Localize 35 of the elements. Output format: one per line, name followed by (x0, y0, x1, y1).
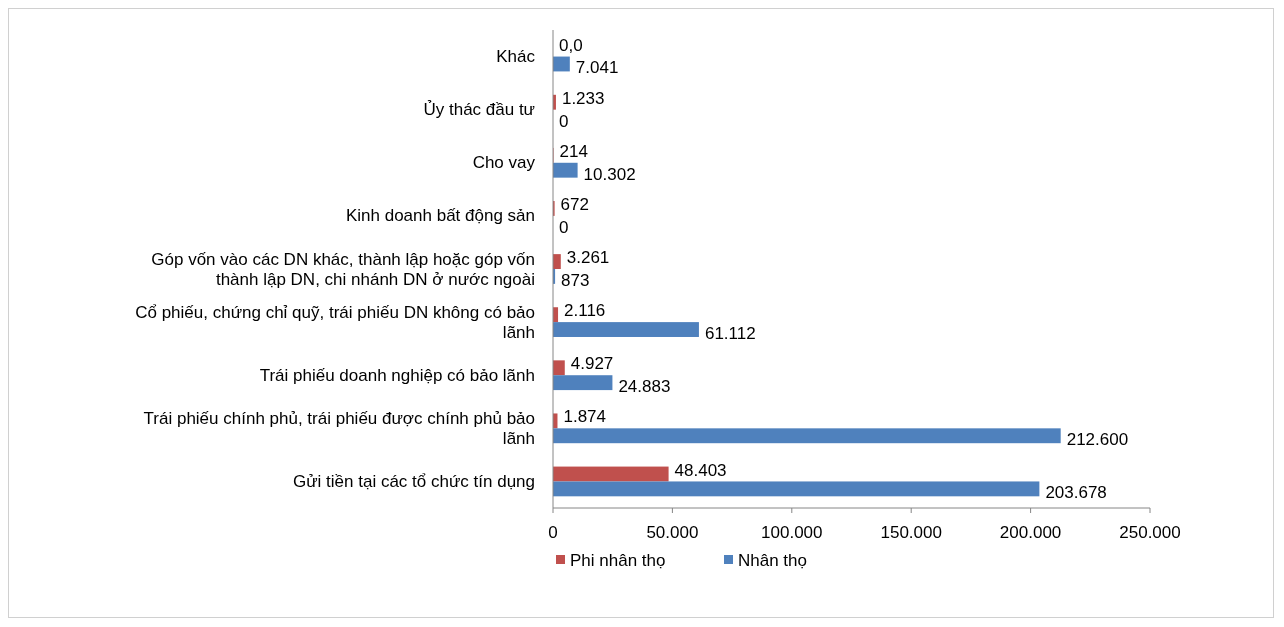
data-label: 203.678 (1045, 483, 1107, 503)
x-tick-label: 100.000 (761, 523, 823, 542)
x-tick-label: 150.000 (880, 523, 942, 542)
x-tick-label: 200.000 (999, 523, 1062, 542)
x-tick-label: 50.000 (646, 523, 699, 542)
y-tick-label: Cho vay (472, 153, 536, 173)
y-tick-label: Khác (496, 47, 536, 67)
data-label: 24.883 (618, 377, 671, 397)
y-tick-label: Gửi tiền tại các tổ chức tín dụng (293, 471, 535, 491)
y-tick-label: Kinh doanh bất động sản (345, 206, 535, 226)
data-label: 7.041 (575, 58, 619, 78)
data-label: 0 (559, 217, 569, 237)
y-tick-label: Trái phiếu doanh nghiệp có bảo lãnh (259, 365, 535, 385)
data-label: 1.874 (563, 407, 607, 427)
data-label: 0 (559, 111, 569, 131)
y-tick-label: Ủy thác đầu tư (423, 100, 535, 120)
data-label: 4.927 (570, 354, 614, 374)
legend-label: Phi nhân thọ (570, 550, 666, 570)
data-label: 0,0 (559, 35, 583, 55)
y-tick-label: Trái phiếu chính phủ, trái phiếu được chính phủ bảo lãnh (143, 408, 535, 448)
x-tick-label: 0 (548, 523, 558, 542)
data-label: 48.403 (674, 460, 727, 480)
data-label: 1.233 (561, 88, 605, 108)
data-label: 3.261 (566, 248, 610, 268)
data-label: 873 (561, 270, 590, 290)
legend-label: Nhân thọ (738, 550, 807, 570)
data-label: 672 (560, 194, 589, 214)
y-tick-label: Cổ phiếu, chứng chỉ quỹ, trái phiếu DN không có bảo lãnh (135, 302, 535, 342)
data-label: 61.112 (704, 324, 756, 344)
data-label: 214 (559, 141, 588, 161)
y-tick-label: Góp vốn vào các DN khác, thành lập hoặc góp vốn thành lập DN, chi nhánh DN ở nước ngoài (151, 249, 535, 289)
x-tick-label: 250.000 (1119, 523, 1181, 542)
data-label: 212.600 (1066, 430, 1129, 450)
data-label: 2.116 (564, 301, 606, 321)
data-label: 10.302 (583, 164, 636, 184)
